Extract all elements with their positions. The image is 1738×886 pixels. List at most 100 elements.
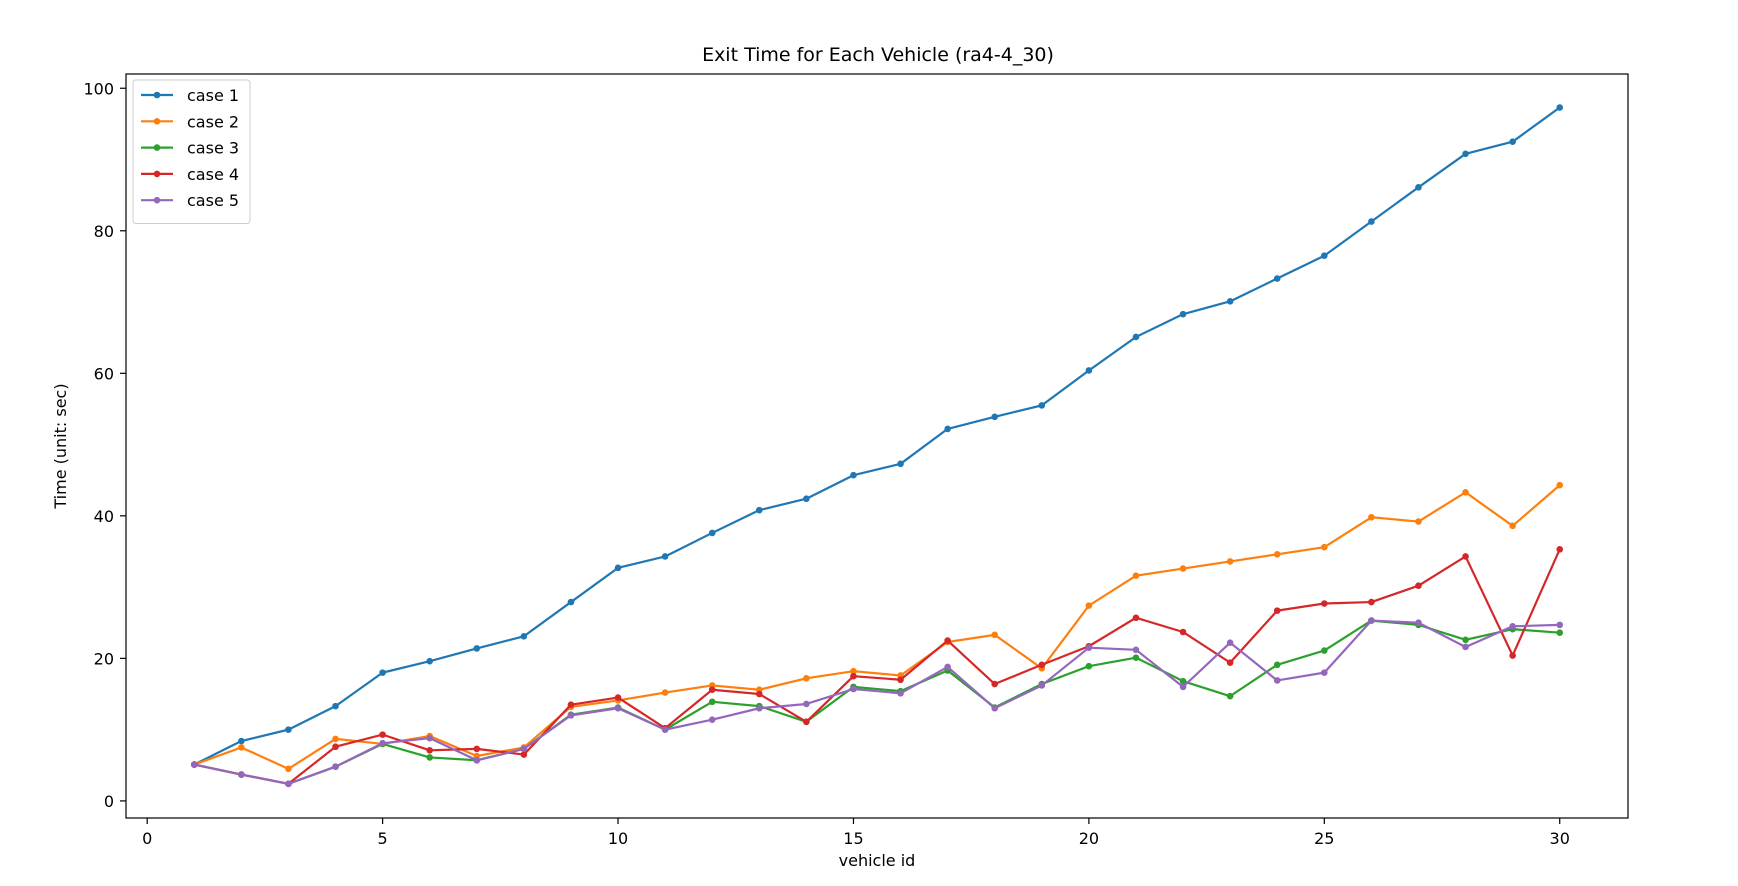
data-point xyxy=(1462,489,1469,496)
series-case-5 xyxy=(190,617,1564,788)
x-tick-label: 15 xyxy=(843,829,863,848)
data-point xyxy=(379,669,386,676)
data-point xyxy=(944,663,951,671)
legend-item: case 5 xyxy=(141,191,239,210)
data-point xyxy=(755,506,763,514)
data-point xyxy=(332,702,339,710)
data-point xyxy=(1462,150,1469,158)
data-point xyxy=(1368,513,1375,521)
legend-item: case 4 xyxy=(141,165,239,184)
data-point xyxy=(1415,184,1422,191)
data-point xyxy=(1085,367,1093,374)
x-tick-label: 10 xyxy=(608,829,628,848)
data-point xyxy=(991,413,999,421)
data-point xyxy=(1509,652,1516,659)
legend-box xyxy=(132,79,251,224)
data-point xyxy=(285,780,292,788)
y-tick-label: 20 xyxy=(94,649,114,668)
data-point xyxy=(1226,639,1234,646)
data-point xyxy=(991,680,999,688)
data-point xyxy=(944,637,951,644)
data-point xyxy=(1556,481,1564,489)
data-point xyxy=(897,676,904,684)
series-layer xyxy=(190,104,1564,788)
data-point xyxy=(850,672,857,680)
data-point xyxy=(708,716,716,723)
data-point xyxy=(1085,644,1093,651)
data-point xyxy=(708,686,716,694)
data-point xyxy=(1226,692,1234,700)
x-tick-label: 30 xyxy=(1550,829,1570,848)
data-point xyxy=(850,667,857,675)
data-point xyxy=(1085,602,1093,609)
series-line xyxy=(194,619,1560,785)
data-point xyxy=(1132,654,1140,661)
data-point xyxy=(473,745,481,753)
data-point xyxy=(1132,646,1140,654)
data-point xyxy=(897,460,904,468)
data-point xyxy=(1038,682,1046,689)
legend-marker xyxy=(153,91,161,99)
series-line xyxy=(194,619,1560,785)
data-point xyxy=(1038,661,1046,669)
data-point xyxy=(520,751,528,758)
data-point xyxy=(1226,659,1234,666)
data-point xyxy=(803,495,810,503)
data-point xyxy=(1132,572,1140,580)
data-point xyxy=(991,631,999,639)
data-point xyxy=(1415,582,1422,589)
data-point xyxy=(332,735,339,743)
data-point xyxy=(1556,104,1564,111)
chart-title: Exit Time for Each Vehicle (ra4-4_30) xyxy=(702,44,1054,66)
plot-frame xyxy=(125,73,1629,819)
legend-item: case 2 xyxy=(141,112,239,131)
series-case-1 xyxy=(190,104,1564,768)
data-point xyxy=(426,734,433,742)
data-point xyxy=(285,726,292,733)
data-point xyxy=(1368,218,1375,225)
data-point xyxy=(473,756,481,764)
data-point xyxy=(1556,629,1564,637)
data-point xyxy=(238,737,245,745)
data-point xyxy=(1462,636,1469,644)
data-point xyxy=(1321,543,1328,551)
data-point xyxy=(614,694,622,701)
data-point xyxy=(426,746,433,754)
data-point xyxy=(1556,546,1564,553)
data-point xyxy=(1509,138,1516,146)
data-point xyxy=(1368,617,1375,624)
data-point xyxy=(803,700,810,708)
data-point xyxy=(379,731,386,738)
data-point xyxy=(755,690,763,698)
data-point xyxy=(1321,647,1328,654)
data-point xyxy=(426,657,433,665)
x-axis-title: vehicle id xyxy=(839,851,916,870)
data-point xyxy=(1179,677,1187,685)
data-point xyxy=(1273,275,1281,282)
x-tick-label: 25 xyxy=(1314,829,1334,848)
data-point xyxy=(1509,622,1516,630)
data-point xyxy=(285,765,292,773)
data-point xyxy=(803,718,810,726)
data-point xyxy=(1226,298,1234,305)
data-point xyxy=(1368,598,1375,606)
series-line xyxy=(194,548,1561,785)
legend: case 1 case 2 case 3 case 4 case 5 xyxy=(132,79,251,224)
data-point xyxy=(755,704,763,712)
data-point xyxy=(1038,402,1046,409)
data-point xyxy=(1226,558,1234,565)
data-point xyxy=(944,425,951,433)
data-point xyxy=(850,685,857,693)
y-tick-label: 60 xyxy=(94,364,114,383)
series-line xyxy=(193,106,1561,766)
data-point xyxy=(1273,661,1281,669)
legend-label: case 5 xyxy=(187,191,239,210)
y-tick-label: 100 xyxy=(83,79,114,98)
legend-label: case 1 xyxy=(187,86,239,105)
legend-item: case 1 xyxy=(141,86,239,105)
data-point xyxy=(426,754,433,761)
data-point xyxy=(850,471,857,479)
data-point xyxy=(473,645,481,652)
